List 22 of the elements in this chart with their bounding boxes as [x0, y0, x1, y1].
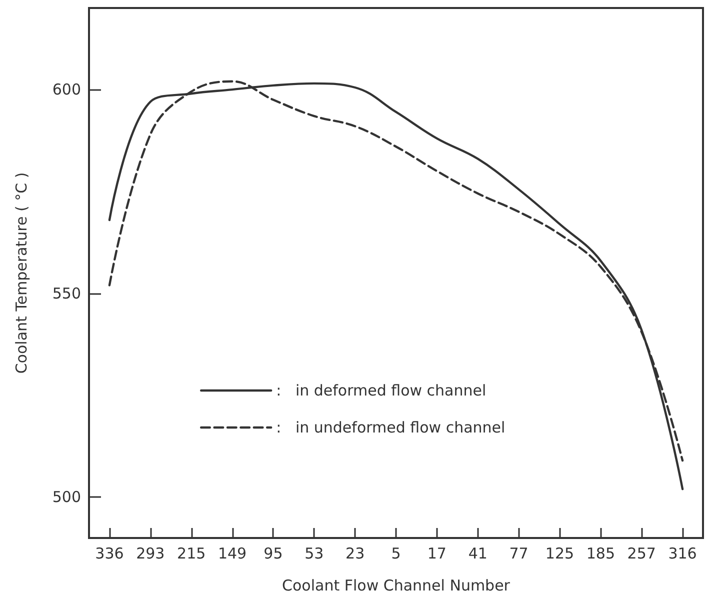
x-axis-title: Coolant Flow Channel Number [282, 576, 511, 594]
y-tick-label: 500 [52, 488, 81, 506]
x-tick-label: 53 [304, 544, 324, 562]
x-tick-label: 77 [509, 544, 528, 562]
legend-label: : in deformed flow channel [276, 382, 486, 400]
x-tick-label: 185 [586, 544, 615, 562]
x-tick-label: 125 [545, 544, 574, 562]
y-axis-title: Coolant Temperature ( °C ) [12, 172, 30, 374]
legend-label: : in undeformed flow channel [276, 418, 506, 436]
x-tick-label: 5 [391, 544, 401, 562]
x-tick-label: 41 [468, 544, 488, 562]
x-tick-label: 336 [95, 544, 124, 562]
x-tick-label: 293 [136, 544, 165, 562]
x-tick-label: 257 [627, 544, 656, 562]
x-tick-label: 23 [346, 544, 365, 562]
x-tick-label: 316 [668, 544, 697, 562]
y-tick-label: 550 [52, 284, 81, 302]
x-tick-label: 149 [218, 544, 247, 562]
x-tick-label: 17 [427, 544, 446, 562]
y-tick-label: 600 [52, 80, 81, 99]
x-tick-label: 215 [177, 544, 206, 562]
x-tick-label: 95 [264, 544, 283, 562]
